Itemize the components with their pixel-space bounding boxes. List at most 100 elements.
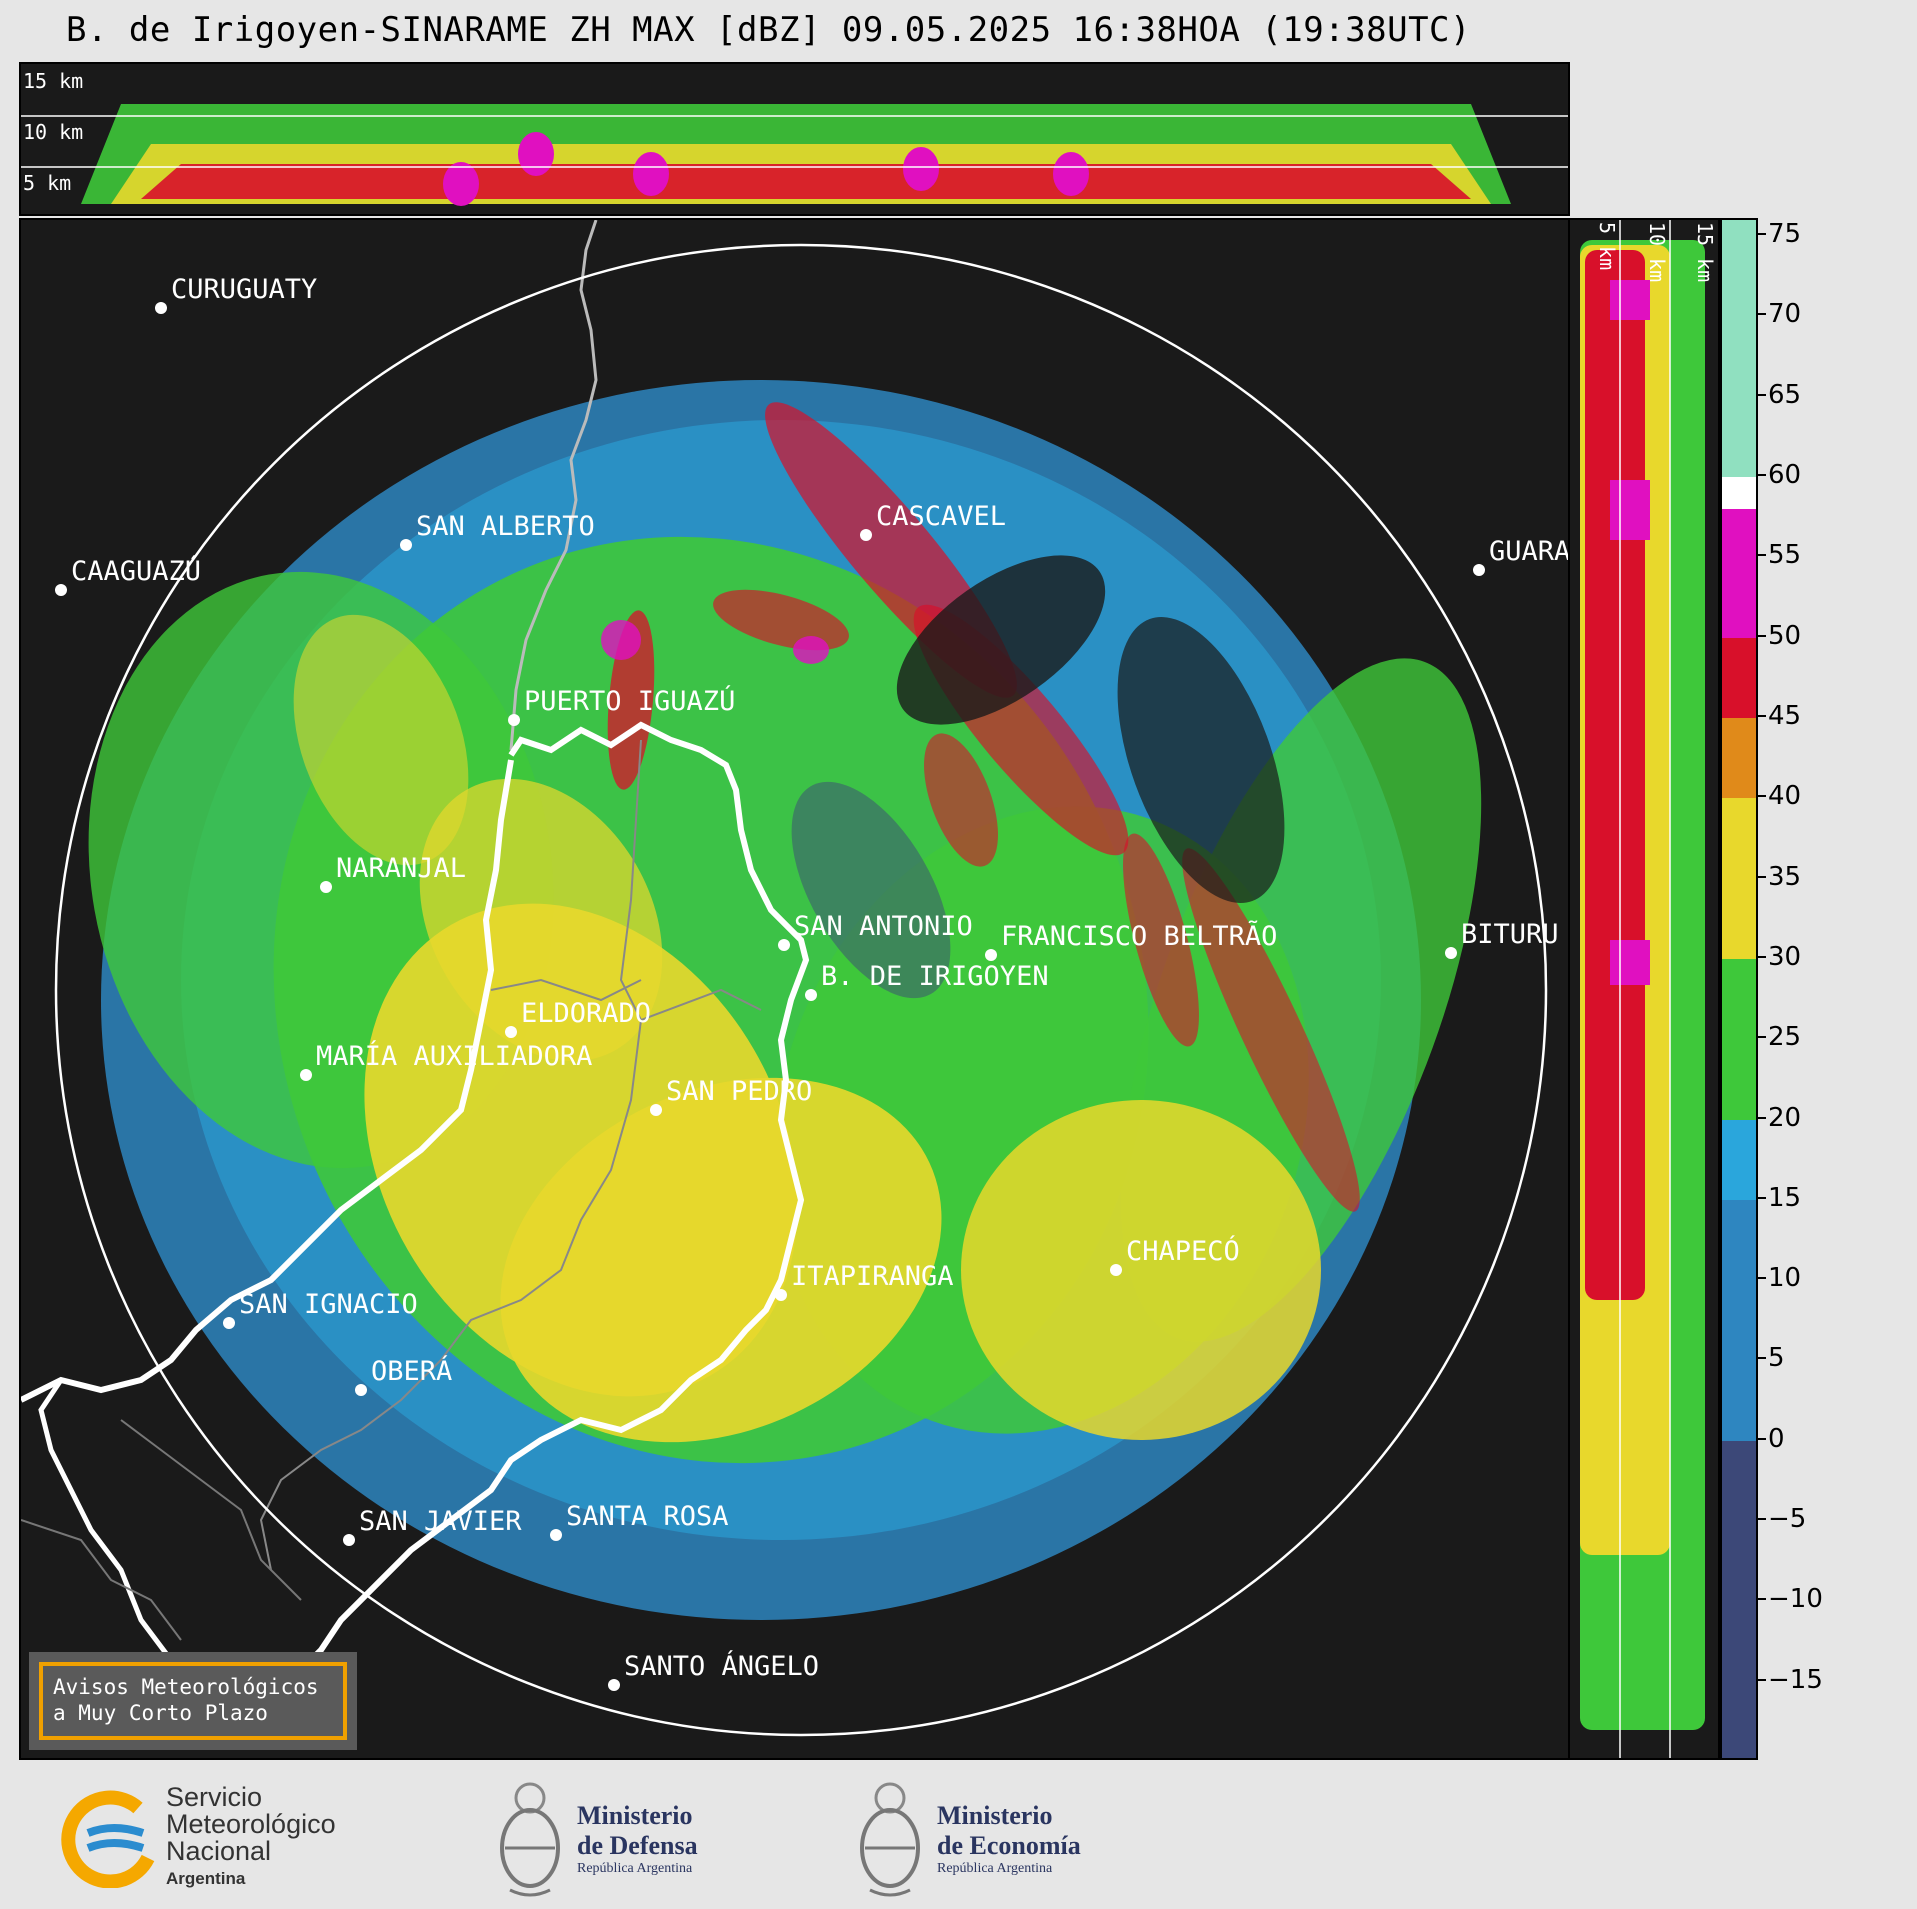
city-marker-itapiranga [775,1289,787,1301]
footer-logos: Servicio Meteorológico Nacional Argentin… [0,1760,1917,1909]
political-borders [21,220,810,1741]
city-label-naranjal: NARANJAL [336,853,466,884]
smn-logo: Servicio Meteorológico Nacional Argentin… [58,1784,336,1892]
city-label-san-ignacio: SAN IGNACIO [239,1289,418,1320]
city-label-puerto-iguazu: PUERTO IGUAZÚ [524,685,735,717]
city-marker-curuguaty [155,302,167,314]
city-marker-maria-auxiliadora [300,1069,312,1081]
colorbar-tick-mark [1758,955,1766,958]
city-label-obera: OBERÁ [371,1355,452,1387]
city-label-santo-angelo: SANTO ÁNGELO [624,1650,819,1682]
city-marker-cascavel [860,529,872,541]
argentina-coat-of-arms-icon [500,1782,560,1897]
colorbar-tick-label: 35 [1768,861,1802,892]
colorbar-tick-mark [1758,1116,1766,1119]
city-label-guara: GUARA [1489,536,1570,567]
right-height-label-15: 15 km [1693,222,1717,282]
top-height-label-10: 10 km [23,120,83,144]
defensa-logo: Ministerio de Defensa República Argentin… [495,1778,698,1900]
city-label-san-pedro: SAN PEDRO [666,1076,812,1107]
colorbar-tick-mark [1758,233,1766,236]
city-label-san-antonio: SAN ANTONIO [794,911,973,942]
city-marker-santa-rosa [550,1529,562,1541]
colorbar-tick-mark [1758,1678,1766,1681]
colorbar-tick-label: −5 [1768,1504,1807,1535]
city-marker-san-ignacio [223,1317,235,1329]
colorbar-tick-mark [1758,795,1766,798]
defensa-line-3: República Argentina [577,1861,693,1876]
city-marker-francisco-beltrao [985,949,997,961]
colorbar-tick-mark [1758,1598,1766,1601]
radar-map: CURUGUATY SAN ALBERTO CASCAVEL CAAGUAZÚ GUAR… [19,218,1570,1760]
city-marker-chapeco [1110,1264,1122,1276]
colorbar-tick-label: 65 [1768,379,1802,410]
colorbar-tick-label: 70 [1768,299,1802,330]
colorbar-tick-mark [1758,554,1766,557]
colorbar-band [1722,1119,1756,1200]
city-label-santa-rosa: SANTA ROSA [566,1501,729,1532]
smn-line-1: Servicio [166,1782,263,1812]
colorbar-tick-label: 75 [1768,219,1802,250]
economia-line-3: República Argentina [937,1861,1053,1876]
alert-line-1: Avisos Meteorológicos [53,1675,319,1699]
colorbar-tick-label: 60 [1768,460,1802,490]
city-marker-b-de-irigoyen [805,989,817,1001]
city-label-bituru: BITURU [1461,919,1559,950]
dbz-colorbar [1720,218,1758,1760]
colorbar-tick-label: 55 [1768,540,1802,571]
city-marker-puerto-iguazu [508,714,520,726]
colorbar-tick-label: 15 [1768,1182,1802,1213]
colorbar-tick-mark [1758,474,1766,476]
colorbar-tick-mark [1758,393,1766,396]
colorbar-tick-label: 50 [1768,620,1802,651]
top-height-label-5: 5 km [23,171,71,195]
top-height-label-15: 15 km [23,69,83,93]
city-label-maria-auxiliadora: MARÍA AUXILIADORA [316,1040,592,1072]
city-label-caaguazu: CAAGUAZÚ [71,555,201,587]
map-title: B. de Irigoyen-SINARAME ZH MAX [dBZ] 09.… [66,10,1471,50]
colorbar-tick-label: 40 [1768,781,1802,812]
alert-line-2: a Muy Corto Plazo [53,1701,268,1725]
colorbar-tick-mark [1758,875,1766,878]
economia-logo: Ministerio de Economía República Argenti… [855,1778,1081,1900]
colorbar-band [1722,1199,1756,1441]
radar-echo-layer [88,380,1482,1620]
city-marker-san-alberto [400,539,412,551]
smn-line-3: Nacional [166,1836,272,1866]
colorbar-tick-mark [1758,1277,1766,1280]
city-label-san-alberto: SAN ALBERTO [416,511,595,542]
colorbar-band [1722,477,1756,510]
top-cross-section: 15 km 10 km 5 km [19,62,1570,216]
city-marker-naranjal [320,881,332,893]
right-height-label-10: 10 km [1645,222,1669,282]
radar-range-ring [54,243,1548,1737]
city-label-san-javier: SAN JAVIER [359,1506,522,1537]
colorbar-tick-label: 20 [1768,1102,1802,1133]
economia-line-1: Ministerio [937,1801,1053,1830]
city-marker-obera [355,1384,367,1396]
city-marker-eldorado [505,1026,517,1038]
colorbar-tick-mark [1758,1196,1766,1199]
smn-line-4: Argentina [166,1869,246,1888]
colorbar-band [1722,1440,1756,1758]
city-marker-guara [1473,564,1485,576]
colorbar-band [1722,798,1756,959]
colorbar-tick-mark [1758,1357,1766,1360]
smn-line-2: Meteorológico [166,1809,336,1839]
colorbar-tick-label: −10 [1768,1584,1823,1615]
city-label-chapeco: CHAPECÓ [1126,1235,1240,1267]
colorbar-band [1722,637,1756,718]
city-marker-san-pedro [650,1104,662,1116]
colorbar-tick-mark [1758,1437,1766,1440]
colorbar-tick-mark [1758,714,1766,717]
argentina-coat-of-arms-icon [860,1782,920,1897]
city-marker-san-javier [343,1534,355,1546]
colorbar-band [1722,958,1756,1120]
colorbar-tick-mark [1758,1518,1766,1521]
city-marker-bituru [1445,947,1457,959]
defensa-line-2: de Defensa [577,1831,698,1860]
colorbar-band [1722,717,1756,799]
colorbar-tick-label: 25 [1768,1022,1802,1053]
colorbar-tick-label: −15 [1768,1664,1823,1695]
alert-box[interactable]: Avisos Meteorológicos a Muy Corto Plazo [29,1652,357,1750]
